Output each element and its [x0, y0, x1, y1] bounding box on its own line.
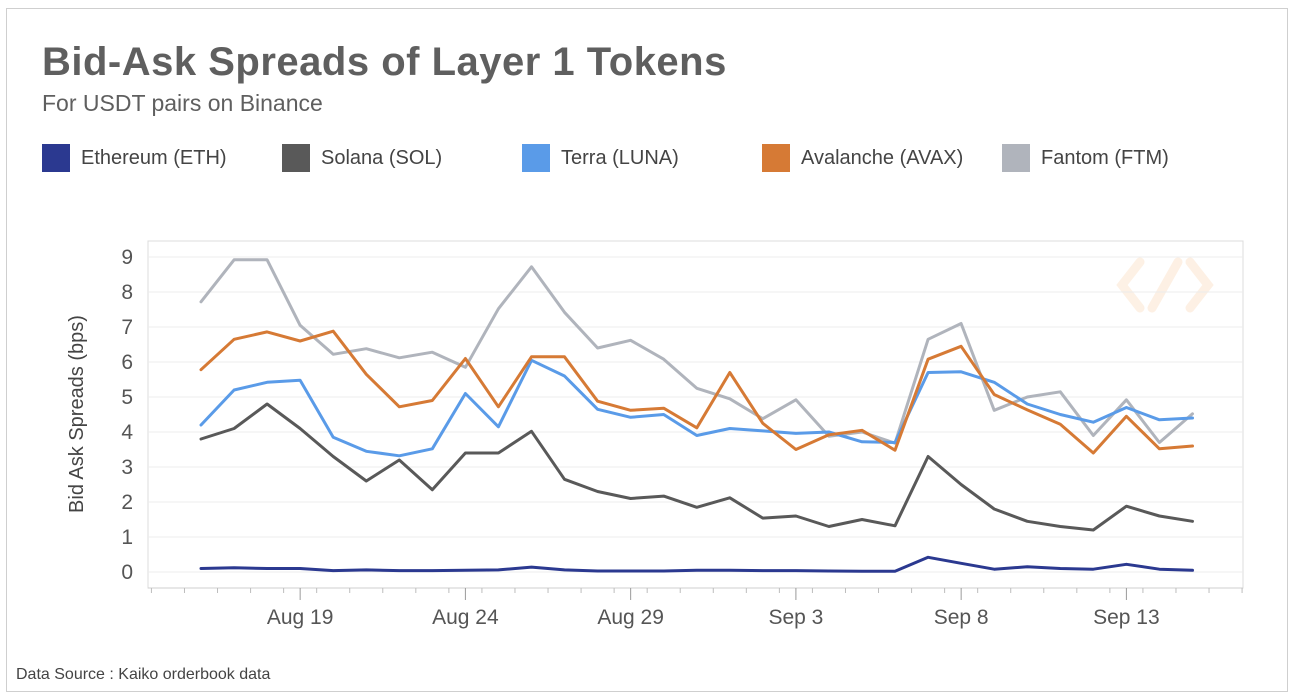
y-axis-title: Bid Ask Spreads (bps) [66, 315, 88, 513]
series-line-ethereum-eth [199, 555, 1194, 573]
data-source-note: Data Source : Kaiko orderbook data [16, 666, 271, 683]
y-tick-label: 7 [121, 316, 133, 339]
chart-subtitle: For USDT pairs on Binance [42, 90, 323, 116]
watermark-chevron-left-icon [1116, 257, 1145, 313]
legend-swatch-sol [282, 144, 310, 172]
legend-item-avax[interactable]: Avalanche (AVAX) [762, 144, 963, 172]
series-line-avalanche-avax [199, 329, 1194, 455]
legend-item-sol[interactable]: Solana (SOL) [282, 144, 442, 172]
watermark-logo [1116, 257, 1214, 313]
legend-swatch-ftm [1002, 144, 1030, 172]
legend-item-luna[interactable]: Terra (LUNA) [522, 144, 679, 172]
legend-label-avax: Avalanche (AVAX) [801, 146, 964, 169]
series-line-solana-sol [199, 402, 1194, 532]
legend-label-sol: Solana (SOL) [321, 146, 443, 169]
y-tick-label: 1 [121, 526, 133, 549]
watermark-slash-icon [1147, 257, 1183, 313]
x-tick-label: Aug 19 [267, 606, 334, 629]
chart-title: Bid-Ask Spreads of Layer 1 Tokens [42, 40, 727, 84]
y-tick-label: 2 [121, 491, 133, 514]
legend-item-ftm[interactable]: Fantom (FTM) [1002, 144, 1169, 172]
legend-label-eth: Ethereum (ETH) [81, 146, 227, 169]
x-tick-label: Aug 24 [432, 606, 499, 629]
x-tick-label: Sep 13 [1093, 606, 1160, 629]
legend-item-eth[interactable]: Ethereum (ETH) [42, 144, 227, 172]
legend-label-ftm: Fantom (FTM) [1041, 146, 1169, 169]
x-tick-label: Sep 8 [934, 606, 989, 629]
y-tick-label: 6 [121, 351, 133, 374]
series-line-terra-luna [199, 358, 1194, 458]
x-tick-label: Sep 3 [768, 606, 823, 629]
y-tick-label: 9 [121, 246, 133, 269]
legend-label-luna: Terra (LUNA) [561, 146, 679, 169]
y-tick-label: 5 [121, 386, 133, 409]
legend-swatch-luna [522, 144, 550, 172]
y-tick-label: 4 [121, 421, 133, 444]
y-tick-label: 0 [121, 561, 133, 584]
y-tick-label: 3 [121, 456, 133, 479]
watermark-chevron-right-icon [1185, 257, 1214, 313]
y-tick-label: 8 [121, 281, 133, 304]
series-line-fantom-ftm [199, 258, 1194, 445]
x-tick-label: Aug 29 [597, 606, 664, 629]
legend-swatch-eth [42, 144, 70, 172]
legend-swatch-avax [762, 144, 790, 172]
